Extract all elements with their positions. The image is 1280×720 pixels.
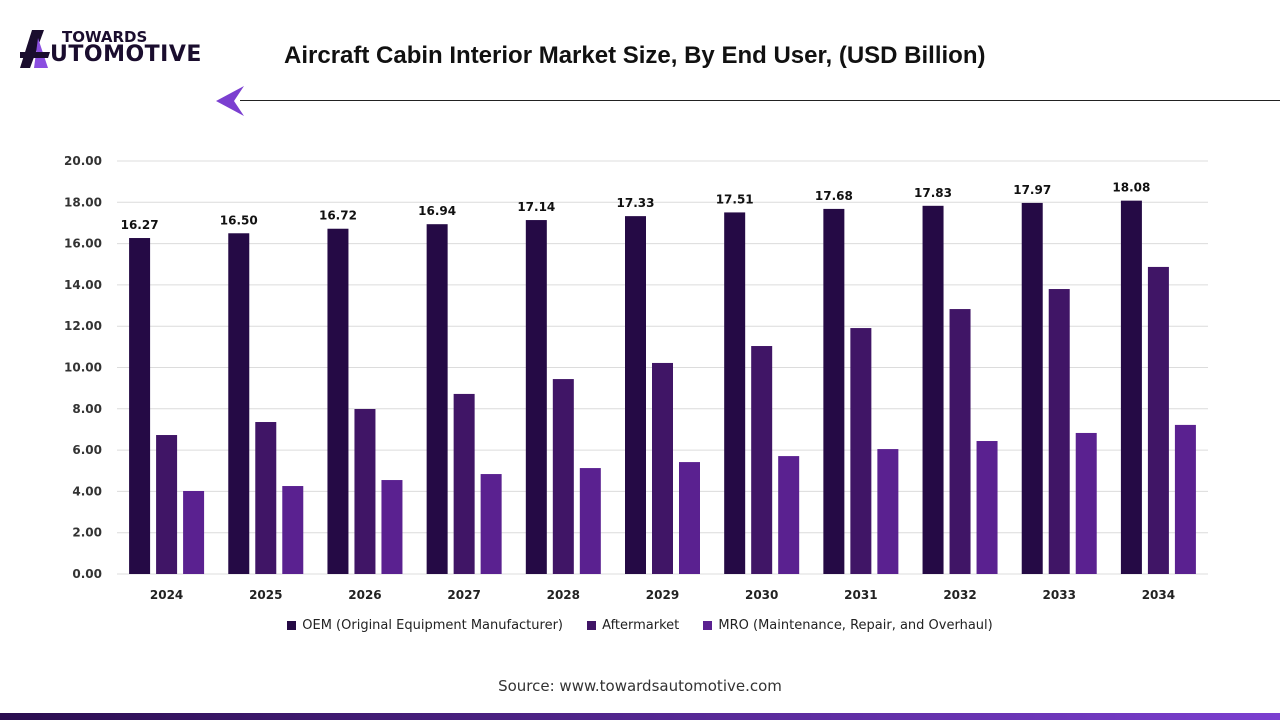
bar-aftermarket	[552, 379, 574, 574]
y-tick-label: 12.00	[64, 319, 102, 333]
bar-oem	[625, 216, 646, 574]
data-label: 17.14	[517, 200, 555, 214]
y-tick-label: 20.00	[64, 154, 102, 168]
data-label: 18.08	[1112, 181, 1150, 195]
arrow-left-icon	[216, 86, 244, 116]
bar-oem	[1021, 202, 1043, 574]
logo-line2: UTOMOTIVE	[50, 42, 202, 67]
bar-mro	[183, 490, 205, 574]
bar-mro	[480, 474, 502, 574]
x-tick-label: 2034	[1142, 588, 1175, 602]
y-tick-label: 8.00	[72, 402, 102, 416]
legend-label: MRO (Maintenance, Repair, and Overhaul)	[718, 618, 993, 633]
bar-mro	[381, 480, 403, 574]
x-tick-label: 2033	[1043, 588, 1076, 602]
data-label: 17.97	[1013, 183, 1051, 197]
bar-aftermarket	[1048, 289, 1070, 574]
bar-aftermarket	[949, 309, 971, 574]
legend-item-oem: OEM (Original Equipment Manufacturer)	[287, 618, 563, 633]
bar-mro	[877, 449, 899, 574]
legend-swatch	[703, 621, 713, 630]
bar-mro	[679, 462, 700, 574]
x-tick-label: 2025	[249, 588, 282, 602]
bar-mro	[1075, 432, 1097, 574]
data-label: 16.94	[418, 204, 456, 218]
legend-label: Aftermarket	[602, 618, 680, 633]
bar-mro	[1174, 424, 1196, 574]
data-label: 17.51	[716, 192, 754, 206]
bar-oem	[525, 220, 547, 574]
bar-oem	[922, 205, 944, 575]
y-tick-label: 6.00	[72, 443, 102, 457]
y-tick-label: 0.00	[72, 567, 102, 581]
y-tick-label: 2.00	[72, 526, 102, 540]
bar-mro	[778, 456, 800, 574]
x-tick-label: 2030	[745, 588, 778, 602]
logo-line1: TOWARDS	[62, 28, 148, 46]
chart-title: Aircraft Cabin Interior Market Size, By …	[284, 42, 986, 69]
x-tick-label: 2029	[646, 588, 679, 602]
title-rule	[240, 100, 1280, 101]
logo-mark-icon	[20, 30, 50, 68]
bar-oem	[823, 208, 845, 574]
bar-oem	[327, 228, 349, 574]
y-tick-label: 16.00	[64, 237, 102, 251]
data-label: 17.33	[617, 196, 655, 210]
bar-aftermarket	[751, 346, 773, 574]
x-tick-label: 2026	[348, 588, 381, 602]
data-label: 17.68	[815, 189, 853, 203]
bar-aftermarket	[156, 435, 178, 574]
bar-chart: 0.00 2.00 4.00 6.00 8.00 10.00 12.00 14.00 16.00…	[64, 154, 1208, 602]
y-tick-label: 4.00	[72, 484, 102, 498]
y-tick-label: 10.00	[64, 361, 102, 375]
bar-mro	[579, 468, 601, 574]
bar-oem	[228, 233, 250, 574]
legend-swatch	[587, 621, 597, 630]
bar-aftermarket	[850, 328, 872, 574]
bottom-bar	[0, 713, 1280, 720]
data-label: 16.27	[121, 218, 159, 232]
bar-aftermarket	[1147, 266, 1169, 574]
bar-aftermarket	[354, 409, 376, 574]
x-tick-label: 2024	[150, 588, 183, 602]
bar-oem	[724, 212, 746, 574]
data-label: 17.83	[914, 186, 952, 200]
legend: OEM (Original Equipment Manufacturer) Af…	[0, 618, 1280, 634]
bar-oem	[1120, 200, 1142, 574]
x-tick-label: 2027	[447, 588, 480, 602]
legend-swatch	[287, 621, 297, 630]
y-tick-label: 14.00	[64, 278, 102, 292]
source-note: Source: www.towardsautomotive.com	[498, 677, 782, 695]
bar-oem	[426, 224, 448, 574]
x-tick-label: 2031	[844, 588, 877, 602]
y-tick-label: 18.00	[64, 195, 102, 209]
data-label: 16.50	[220, 213, 258, 227]
bar-mro	[282, 486, 304, 574]
legend-label: OEM (Original Equipment Manufacturer)	[302, 618, 563, 633]
data-label: 16.72	[319, 209, 357, 223]
bar-aftermarket	[652, 362, 673, 574]
x-tick-label: 2028	[547, 588, 580, 602]
bar-mro	[976, 441, 998, 574]
bar-aftermarket	[453, 393, 475, 574]
bar-aftermarket	[255, 422, 277, 574]
bar-oem	[129, 238, 151, 574]
legend-item-mro: MRO (Maintenance, Repair, and Overhaul)	[703, 618, 993, 633]
x-tick-label: 2032	[943, 588, 976, 602]
legend-item-aftermarket: Aftermarket	[587, 618, 679, 633]
logo: TOWARDS UTOMOTIVE	[20, 28, 230, 70]
